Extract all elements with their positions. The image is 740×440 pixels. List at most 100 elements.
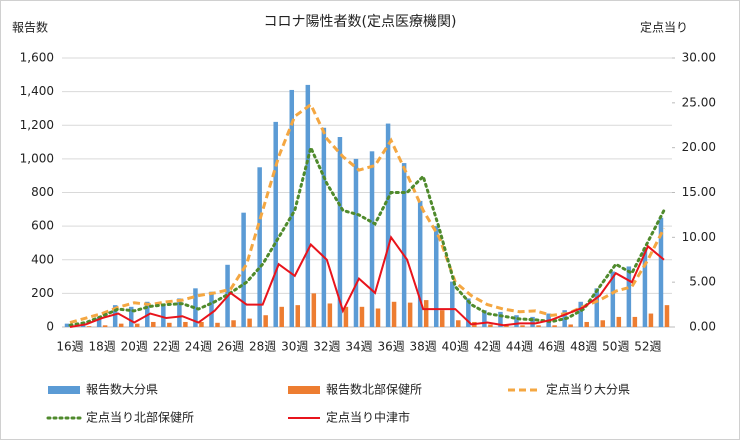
bar	[295, 305, 301, 327]
bar	[401, 163, 407, 327]
y-tick-label: 800	[31, 185, 54, 199]
bar	[337, 137, 343, 327]
legend-label: 定点当り北部保健所	[86, 410, 194, 425]
bar	[417, 200, 423, 327]
bar	[167, 322, 172, 327]
legend-label: 報告数北部保健所	[326, 382, 422, 397]
bar	[594, 288, 600, 327]
bar	[439, 310, 445, 327]
bar	[118, 323, 124, 327]
bar	[488, 324, 493, 327]
bar	[151, 321, 156, 327]
bar	[584, 321, 589, 327]
y-axis-label: 報告数	[12, 20, 48, 35]
bar	[199, 321, 204, 327]
bar	[664, 305, 670, 327]
y-tick-label: 400	[31, 252, 54, 266]
bar	[578, 301, 583, 327]
bar	[209, 291, 214, 327]
bar	[321, 127, 327, 327]
x-tick-label: 30週	[281, 340, 308, 354]
x-tick-label: 24週	[185, 340, 212, 354]
bar	[433, 226, 439, 327]
x-tick-label: 48週	[570, 340, 597, 354]
x-tick-label: 20週	[121, 340, 148, 354]
bar	[466, 298, 471, 327]
legend-swatch	[48, 386, 80, 394]
bar	[353, 158, 359, 327]
y-tick-label: 200	[31, 286, 54, 300]
bar	[626, 266, 632, 327]
bar	[279, 306, 284, 327]
bar	[96, 316, 102, 327]
y-tick-label: 1,400	[20, 84, 54, 98]
y2-tick-label: 5.00	[689, 275, 716, 289]
bar	[498, 311, 503, 327]
legend-label: 定点当り大分県	[546, 382, 630, 397]
legend-swatch	[288, 386, 320, 394]
x-tick-label: 22週	[153, 340, 180, 354]
bar	[134, 323, 140, 327]
y2-tick-label: 10.00	[682, 230, 716, 244]
legend-label: 定点当り中津市	[326, 410, 410, 425]
bar	[289, 89, 295, 327]
bar	[407, 302, 413, 327]
y2-tick-label: 30.00	[682, 51, 716, 65]
y-tick-label: 1,600	[20, 51, 54, 65]
x-tick-label: 52週	[634, 340, 661, 354]
bar	[257, 167, 262, 327]
bar	[273, 121, 278, 327]
x-tick-label: 46週	[538, 340, 565, 354]
x-tick-label: 32週	[313, 340, 340, 354]
y2-tick-label: 15.00	[682, 185, 716, 199]
bar	[423, 300, 429, 327]
bar	[311, 293, 317, 327]
bar	[530, 316, 535, 327]
bar	[568, 324, 573, 327]
bar	[343, 306, 349, 327]
bar	[64, 323, 70, 327]
bar	[616, 316, 622, 327]
bar	[610, 271, 616, 327]
y-tick-label: 1,000	[20, 151, 54, 165]
y-tick-label: 0	[46, 320, 54, 334]
y2-tick-label: 0.00	[689, 320, 716, 334]
bar	[215, 322, 220, 327]
bar	[450, 281, 455, 327]
x-tick-label: 26週	[217, 340, 244, 354]
bar	[305, 84, 311, 328]
x-tick-label: 28週	[249, 340, 276, 354]
x-tick-label: 50週	[602, 340, 629, 354]
bar	[231, 320, 236, 327]
legend-label: 報告数大分県	[86, 382, 158, 397]
bar	[658, 217, 664, 327]
bar	[520, 325, 525, 327]
x-tick-label: 40週	[442, 340, 469, 354]
y2-tick-label: 25.00	[682, 95, 716, 109]
bar	[359, 306, 365, 327]
y2-axis-label: 定点当り	[640, 20, 688, 35]
x-tick-label: 44週	[506, 340, 533, 354]
bar	[86, 326, 92, 327]
bar	[482, 310, 487, 327]
bar	[391, 301, 397, 327]
bar	[632, 316, 638, 327]
bar	[600, 320, 606, 327]
bar	[369, 151, 375, 327]
bar	[128, 306, 134, 327]
bar	[648, 313, 654, 327]
bar	[247, 318, 252, 327]
x-tick-label: 34週	[345, 340, 372, 354]
bar	[193, 288, 198, 327]
bar	[102, 325, 108, 327]
bar	[375, 308, 381, 327]
bar	[456, 320, 461, 327]
bar	[536, 325, 541, 327]
line	[68, 143, 666, 327]
chart-title: コロナ陽性者数(定点医療機関)	[264, 13, 457, 30]
bar	[327, 303, 333, 327]
x-tick-label: 42週	[474, 340, 501, 354]
bar	[161, 305, 166, 327]
line	[69, 235, 665, 328]
